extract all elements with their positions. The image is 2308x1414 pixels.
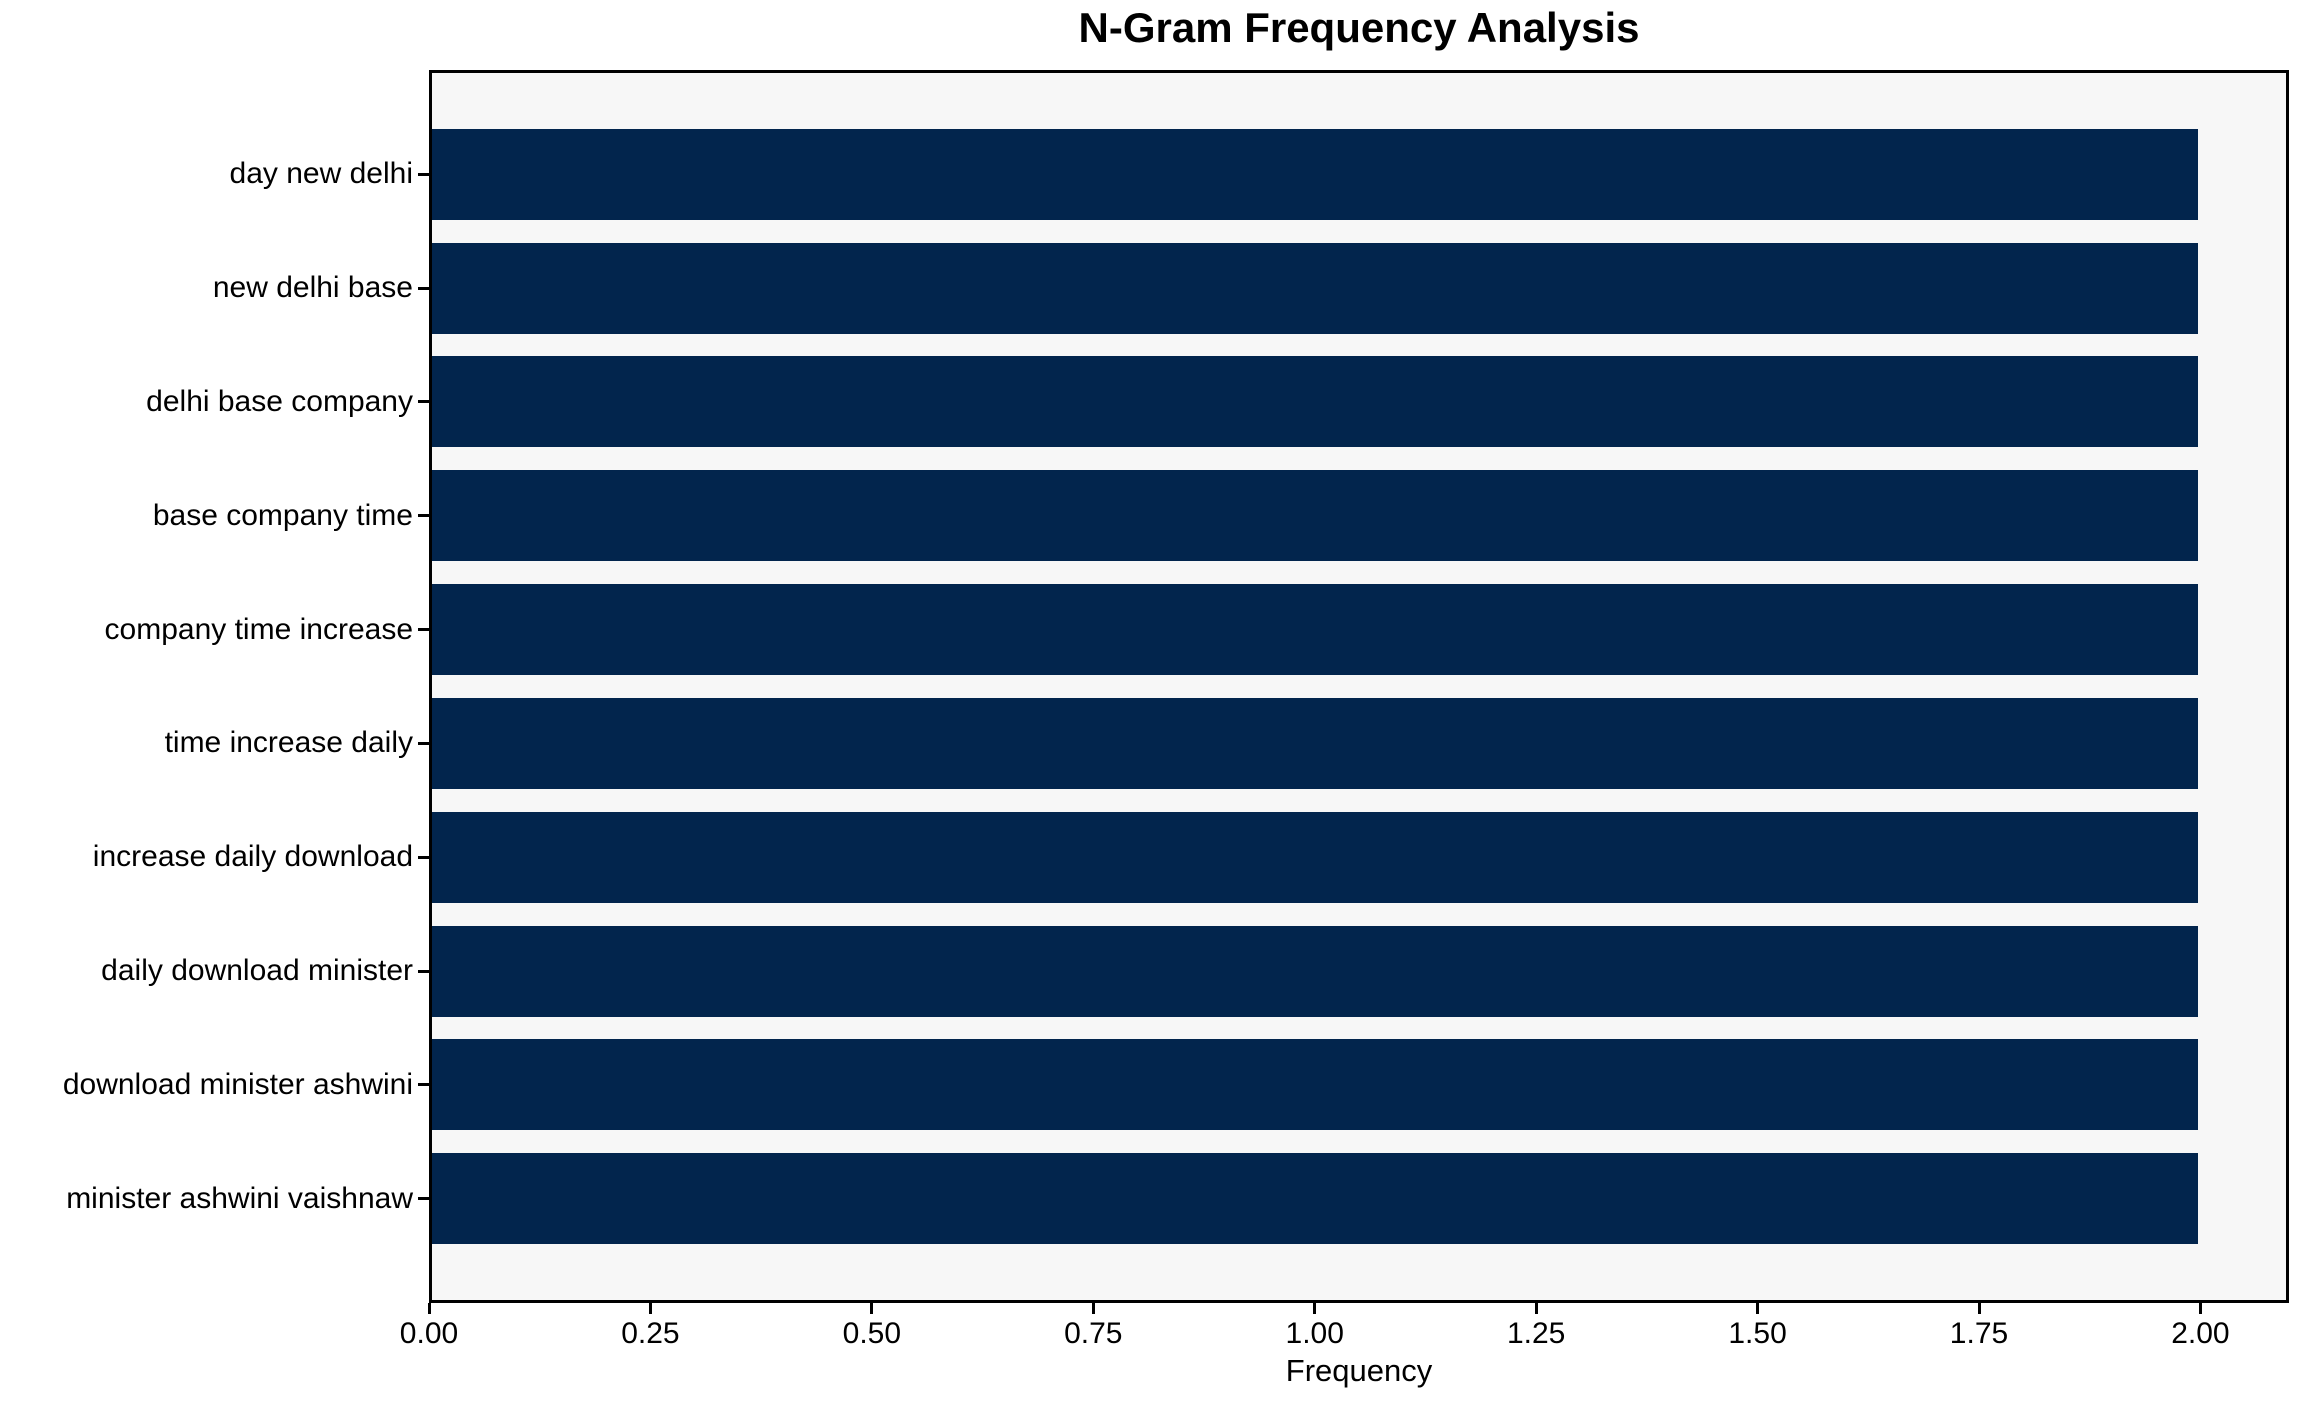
x-tick-label: 1.50 — [1728, 1317, 1787, 1350]
y-tick-mark — [418, 628, 429, 632]
x-axis-label: Frequency — [1285, 1353, 1433, 1388]
x-tick-label: 1.75 — [1949, 1317, 2009, 1350]
bar — [432, 242, 2198, 334]
bar — [432, 925, 2198, 1017]
y-tick-mark — [418, 286, 429, 290]
y-tick-label: day new delhi — [229, 157, 413, 191]
x-tick-label: 1.00 — [1285, 1317, 1344, 1350]
y-tick-mark — [418, 514, 429, 518]
y-tick-mark — [418, 172, 429, 176]
y-tick-label: download minister ashwini — [62, 1067, 413, 1101]
x-tick-mark — [1534, 1303, 1538, 1314]
y-axis-labels: day new delhi new delhi base delhi base co… — [0, 73, 413, 1300]
x-tick-mark — [648, 1303, 652, 1314]
bar — [432, 697, 2198, 789]
x-tick-label: 2.00 — [2171, 1317, 2230, 1350]
bar — [432, 470, 2198, 562]
y-tick-mark — [418, 1083, 429, 1087]
bar — [432, 1153, 2198, 1245]
plot-area — [429, 70, 2289, 1303]
y-tick-mark — [418, 969, 429, 973]
x-tick-mark — [427, 1303, 431, 1314]
y-tick-label: time increase daily — [164, 726, 413, 760]
bar — [432, 1039, 2198, 1131]
y-tick-label: base company time — [152, 498, 413, 532]
x-tick-label: 0.75 — [1064, 1317, 1123, 1350]
x-tick-mark — [1091, 1303, 1095, 1314]
x-tick-label: 1.25 — [1506, 1317, 1566, 1350]
x-tick-mark — [870, 1303, 874, 1314]
y-tick-label: new delhi base — [212, 271, 413, 305]
bar — [432, 128, 2198, 220]
y-tick-label: delhi base company — [146, 384, 413, 418]
y-tick-label: daily download minister — [101, 954, 413, 988]
x-tick-label: 0.00 — [399, 1317, 459, 1350]
bar — [432, 811, 2198, 903]
y-tick-mark — [418, 400, 429, 404]
x-tick-mark — [1313, 1303, 1317, 1314]
y-tick-label: increase daily download — [92, 840, 413, 874]
x-tick-label: 0.50 — [842, 1317, 902, 1350]
x-tick-label: 0.25 — [621, 1317, 680, 1350]
y-tick-mark — [418, 741, 429, 745]
y-tick-label: company time increase — [104, 612, 413, 646]
bar — [432, 356, 2198, 448]
bar — [432, 584, 2198, 676]
x-tick-mark — [1756, 1303, 1760, 1314]
chart-title: N-Gram Frequency Analysis — [1078, 4, 1640, 51]
y-tick-label: minister ashwini vaishnaw — [66, 1181, 413, 1215]
y-tick-mark — [418, 855, 429, 859]
y-tick-mark — [418, 1197, 429, 1201]
x-tick-mark — [2198, 1303, 2202, 1314]
x-tick-mark — [1977, 1303, 1981, 1314]
